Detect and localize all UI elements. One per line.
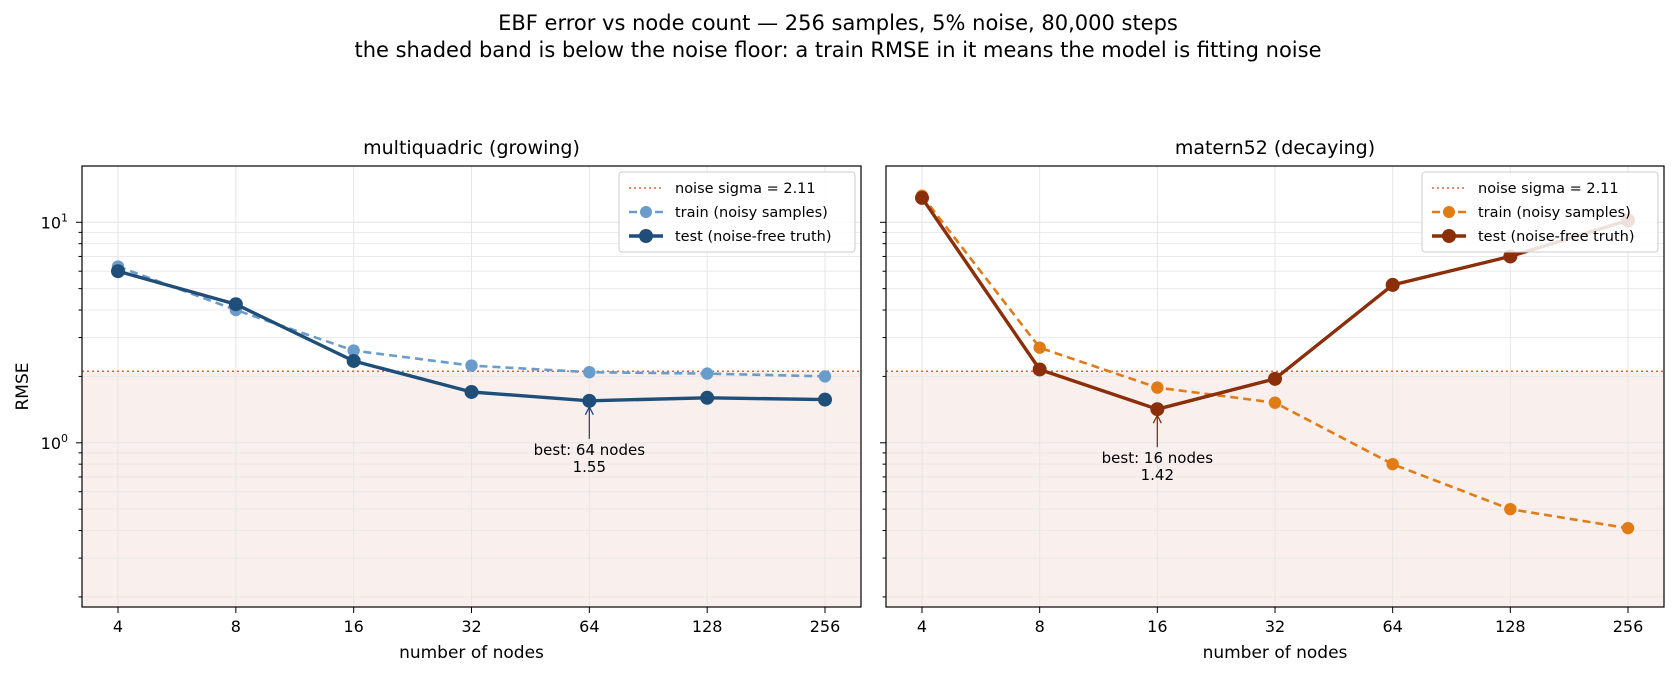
x-tick-label: 4	[113, 617, 123, 636]
legend-test-marker	[1442, 229, 1456, 243]
x-tick-label: 32	[1265, 617, 1285, 636]
legend-test-label: test (noise-free truth)	[1478, 229, 1634, 245]
annotation-label: best: 16 nodes	[1102, 449, 1214, 467]
legend-test-marker	[639, 229, 653, 243]
panel-title: matern52 (decaying)	[1175, 137, 1375, 159]
train-series-point	[818, 370, 832, 383]
legend-noise-label: noise sigma = 2.11	[675, 181, 816, 197]
x-tick-label: 64	[1382, 617, 1402, 636]
figure-title-line2: the shaded band is below the noise floor…	[354, 38, 1321, 62]
plot-area	[886, 166, 1664, 607]
legend-train-marker	[1443, 206, 1455, 218]
annotation-label: best: 64 nodes	[534, 441, 646, 459]
annotation-value: 1.42	[1141, 466, 1174, 484]
train-series-point	[347, 344, 360, 357]
x-tick-label: 4	[917, 617, 927, 636]
x-axis-label: number of nodes	[1203, 643, 1348, 663]
legend-train-label: train (noisy samples)	[1478, 205, 1631, 221]
legend-noise-label: noise sigma = 2.11	[1478, 181, 1619, 197]
x-tick-label: 32	[461, 617, 481, 636]
train-series-point	[1033, 341, 1046, 354]
y-axis-label: RMSE	[13, 362, 33, 410]
x-tick-label: 64	[579, 617, 599, 636]
x-tick-label: 16	[1147, 617, 1167, 636]
x-tick-label: 8	[231, 617, 241, 636]
test-series-point	[582, 393, 597, 408]
test-series-point	[818, 392, 832, 407]
panel-title: multiquadric (growing)	[363, 137, 580, 159]
train-series-point	[1151, 381, 1164, 394]
x-tick-label: 256	[1613, 617, 1644, 636]
plot-area	[82, 166, 861, 607]
train-series-point	[700, 367, 714, 380]
x-tick-label: 128	[692, 617, 723, 636]
x-tick-label: 128	[1495, 617, 1526, 636]
test-series-point	[346, 353, 361, 368]
legend-test-label: test (noise-free truth)	[675, 229, 831, 245]
train-series-point	[1504, 502, 1517, 516]
test-series-point	[1032, 362, 1047, 377]
x-tick-label: 256	[810, 617, 841, 636]
y-tick-label: 100	[41, 432, 68, 453]
test-series-point	[700, 390, 715, 405]
x-axis-label: number of nodes	[399, 643, 544, 663]
x-tick-label: 16	[343, 617, 363, 636]
test-series-point	[228, 297, 243, 312]
legend-box	[1421, 171, 1659, 253]
test-series-point	[1503, 249, 1518, 264]
test-series-point	[1385, 277, 1400, 292]
x-tick-label: 8	[1035, 617, 1045, 636]
figure-title-line1: EBF error vs node count — 256 samples, 5…	[498, 11, 1178, 35]
train-series-point	[1268, 396, 1282, 409]
test-series-point	[915, 190, 929, 205]
annotation-arrow-head	[584, 405, 594, 416]
test-series-point	[1268, 371, 1282, 386]
annotation-value: 1.55	[573, 458, 606, 476]
y-tick-label: 101	[41, 211, 68, 232]
train-series-point	[583, 365, 596, 379]
test-series-point	[464, 384, 479, 399]
legend: noise sigma = 2.11 train (noisy samples) t…	[1421, 171, 1659, 253]
legend-train-marker	[640, 206, 652, 218]
annotation-arrow-head	[1152, 413, 1162, 424]
test-series-point	[111, 264, 125, 279]
legend-train-label: train (noisy samples)	[675, 205, 828, 221]
legend: noise sigma = 2.11 train (noisy samples) t…	[618, 171, 856, 253]
train-series-point	[1386, 457, 1399, 471]
train-series-point	[465, 359, 478, 372]
legend-box	[618, 171, 856, 253]
train-series-point	[1621, 521, 1635, 535]
test-series-point	[1150, 402, 1165, 417]
